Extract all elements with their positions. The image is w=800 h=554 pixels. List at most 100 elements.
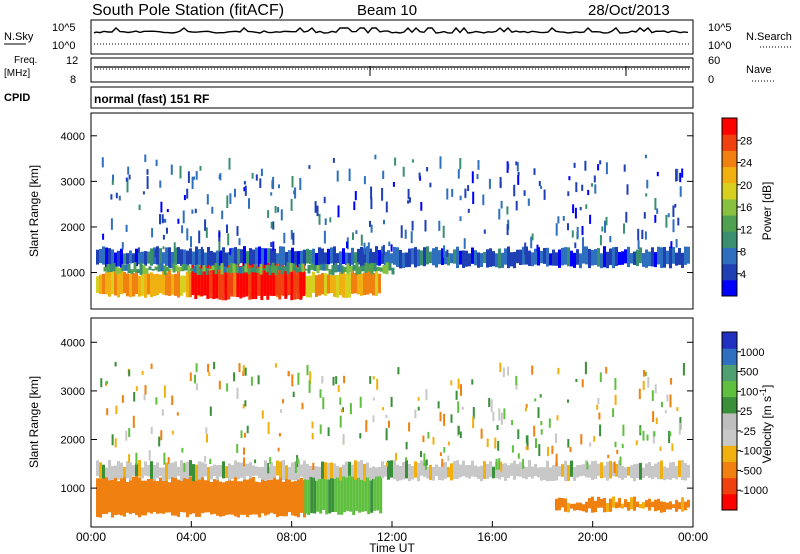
scatter-cell [382, 265, 386, 274]
scatter-cell [507, 465, 510, 479]
scatter-cell [186, 475, 189, 518]
scatter-cell [279, 461, 282, 478]
scatter-cell [246, 251, 249, 264]
scatter-cell [363, 463, 366, 482]
freq-label-line2: [MHz] [4, 68, 30, 79]
colorbar-swatch [722, 396, 737, 414]
scatter-cell [660, 501, 663, 513]
scatter-cell [348, 252, 351, 267]
scatter-cell [210, 482, 213, 515]
scatter-cell [471, 247, 474, 264]
scatter-cell [411, 220, 414, 231]
scatter-cell [105, 467, 108, 477]
scatter-cell [495, 253, 498, 268]
colorbar-swatch [722, 166, 737, 184]
power-colorbar: 4 8 12 16 20 24 28 [721, 117, 752, 297]
scatter-cell [177, 479, 180, 517]
power-y-axis: 1000 2000 3000 4000 [61, 131, 693, 280]
scatter-cell [414, 461, 417, 478]
scatter-cell [321, 375, 324, 384]
scatter-cell [366, 246, 369, 266]
scatter-cell [294, 251, 297, 266]
scatter-cell [310, 263, 314, 270]
scatter-cell [175, 265, 179, 272]
scatter-cell [288, 478, 291, 513]
colorbar-swatch [722, 182, 737, 200]
scatter-cell [161, 409, 164, 416]
scatter-cell [316, 265, 320, 274]
scatter-cell [258, 482, 261, 518]
scatter-cell [216, 250, 219, 268]
scatter-cell [120, 462, 123, 479]
scatter-cell [567, 223, 569, 231]
scatter-cell [260, 260, 264, 301]
scatter-cell [206, 260, 210, 299]
scatter-cell [492, 411, 495, 421]
scatter-cell [184, 264, 188, 271]
scatter-cell [543, 189, 546, 200]
scatter-cell [439, 156, 442, 169]
scatter-cell [457, 401, 460, 413]
scatter-cell [671, 443, 674, 452]
scatter-cell [228, 157, 231, 170]
scatter-cell [402, 166, 405, 177]
scatter-cell [447, 466, 450, 478]
scatter-cell [537, 407, 540, 418]
scatter-cell [510, 463, 513, 476]
scatter-cell [567, 399, 569, 403]
scatter-cell [552, 249, 555, 266]
colorbar-swatch [722, 279, 737, 297]
scatter-cell [267, 462, 270, 474]
scatter-cell [157, 264, 161, 272]
scatter-cell [672, 504, 675, 508]
scatter-cell [675, 239, 678, 248]
scatter-cell [324, 273, 327, 296]
scatter-cell [312, 462, 315, 470]
scatter-cell [275, 260, 279, 296]
scatter-cell [285, 251, 288, 268]
scatter-cell [273, 465, 276, 478]
scatter-cell [567, 503, 570, 513]
scatter-cell [621, 503, 624, 509]
scatter-cell [147, 479, 150, 513]
scatter-cell [324, 218, 327, 225]
scatter-cell [270, 242, 273, 247]
scatter-cell [417, 463, 420, 482]
scatter-cell [446, 249, 449, 257]
scatter-cell [435, 464, 438, 476]
scatter-cell [501, 463, 504, 478]
scatter-cell [196, 264, 200, 275]
scatter-cell [417, 249, 420, 267]
scatter-cell [186, 188, 189, 199]
scatter-cell [172, 263, 176, 273]
colorbar-swatch [722, 215, 737, 232]
scatter-cell [177, 218, 180, 224]
scatter-cell [138, 204, 141, 211]
colorbar-swatch [722, 461, 737, 479]
scatter-cell [239, 266, 243, 299]
scatter-cell [366, 462, 369, 478]
scatter-cell [381, 246, 384, 254]
scatter-cell [446, 188, 449, 200]
scatter-cell [163, 452, 166, 465]
scatter-cell [322, 477, 326, 510]
scatter-cell [219, 481, 222, 517]
scatter-cell [227, 260, 231, 300]
scatter-cell [251, 262, 255, 300]
scatter-cell [280, 409, 283, 413]
scatter-cell [543, 248, 546, 264]
scatter-cell [312, 466, 315, 478]
scatter-cell [573, 162, 576, 168]
scatter-cell [613, 461, 616, 473]
scatter-cell [259, 263, 263, 275]
scatter-cell [586, 461, 589, 470]
scatter-cell [624, 467, 627, 478]
scatter-cell [307, 471, 311, 516]
scatter-cell [249, 248, 252, 266]
scatter-cell [670, 241, 673, 249]
scatter-cell [198, 249, 201, 266]
scatter-cell [524, 407, 527, 412]
scatter-cell [261, 410, 264, 419]
y-tick-label: 2000 [61, 222, 85, 234]
scatter-cell [345, 252, 348, 266]
